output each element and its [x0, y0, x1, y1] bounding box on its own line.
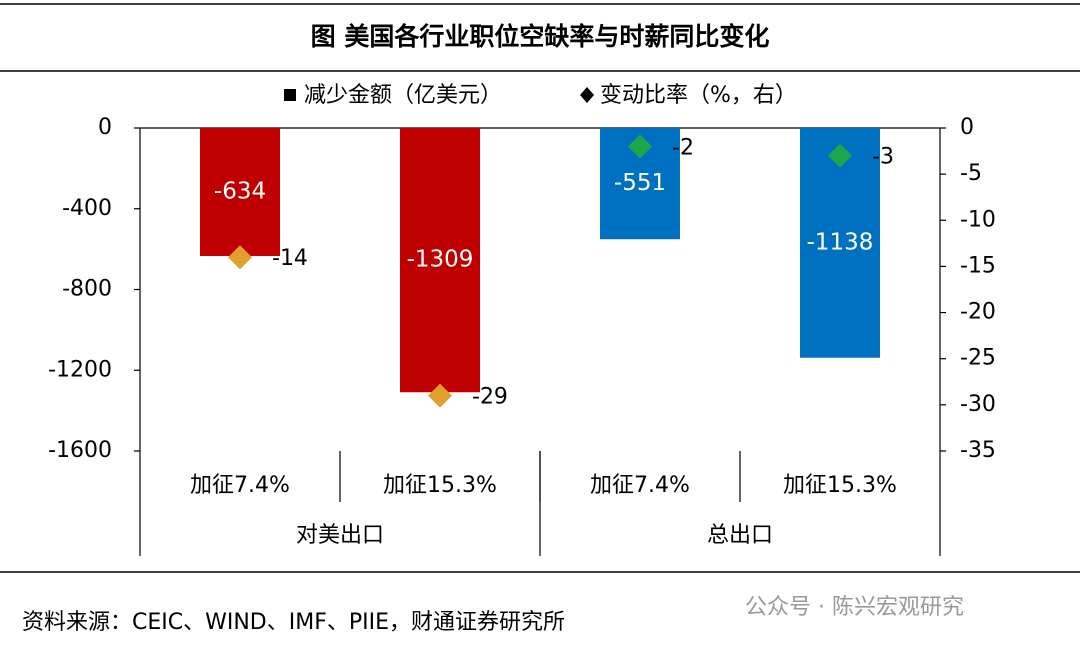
legend-marker: [284, 89, 296, 101]
diamond-marker: [628, 134, 652, 159]
x-tick-label: 加征7.4%: [190, 473, 290, 498]
bar-value-label: -1309: [407, 247, 474, 273]
x-tick-label: 加征15.3%: [383, 473, 497, 498]
y2-tick-label: -30: [960, 392, 996, 417]
y2-tick-label: 0: [960, 115, 974, 140]
marker-value-label: -29: [472, 385, 508, 410]
y2-tick-label: -5: [960, 161, 982, 186]
x-tick-label: 加征15.3%: [783, 473, 897, 498]
diamond-marker: [228, 245, 252, 270]
diamond-marker: [428, 383, 452, 408]
y2-tick-label: -15: [960, 253, 996, 278]
legend-label: 变动比率（%，右）: [600, 83, 797, 108]
y2-tick-label: -10: [960, 207, 996, 232]
group-label: 对美出口: [296, 523, 384, 548]
marker-value-label: -2: [672, 135, 694, 160]
y-tick-label: -1600: [48, 438, 112, 463]
y-tick-label: -1200: [48, 357, 112, 382]
y-tick-label: -400: [62, 196, 112, 221]
y2-tick-label: -20: [960, 300, 996, 325]
y2-tick-label: -25: [960, 346, 996, 371]
diamond-marker: [828, 143, 852, 168]
watermark: 公众号 · 陈兴宏观研究: [745, 595, 964, 620]
marker-value-label: -3: [872, 145, 894, 170]
bar: [200, 128, 280, 256]
y2-tick-label: -35: [960, 438, 996, 463]
chart-title: 图 美国各行业职位空缺率与时薪同比变化: [311, 22, 770, 51]
y-tick-label: 0: [98, 115, 112, 140]
group-label: 总出口: [707, 523, 773, 548]
bar-value-label: -1138: [807, 229, 874, 255]
bar-value-label: -551: [614, 170, 666, 196]
x-tick-label: 加征7.4%: [590, 473, 690, 498]
legend-label: 减少金额（亿美元）: [304, 83, 502, 108]
marker-value-label: -14: [272, 246, 308, 271]
bar-value-label: -634: [214, 178, 266, 204]
legend-marker: [580, 87, 594, 103]
source: 资料来源：CEIC、WIND、IMF、PIIE，财通证券研究所: [22, 610, 565, 635]
bar: [400, 128, 480, 393]
y-tick-label: -800: [62, 277, 112, 302]
